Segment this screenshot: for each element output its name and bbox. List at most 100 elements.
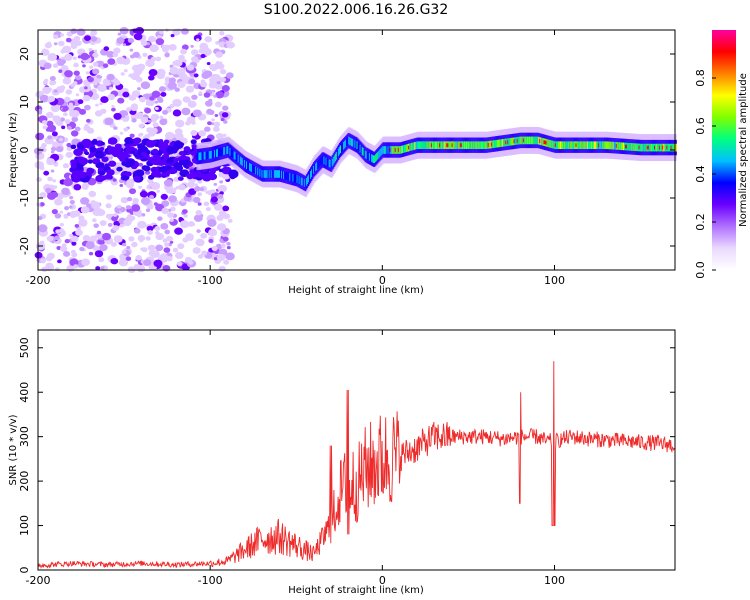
spectrogram-cell (92, 52, 99, 58)
spectrogram-cell (148, 250, 157, 257)
spectrogram-cell (146, 127, 154, 133)
spectrogram-cell (41, 48, 50, 56)
spectrogram-cell (203, 70, 213, 78)
spectrogram-cell (41, 120, 48, 125)
spectrogram-cell (74, 223, 80, 228)
spectrogram-cell (210, 196, 218, 203)
spectrogram-cell (88, 47, 93, 52)
spectrogram-cell (60, 49, 66, 54)
spectrogram-cell (174, 87, 180, 92)
spectrogram-cell (169, 66, 179, 75)
spectrogram-cell (166, 255, 173, 262)
spectrogram-cell (60, 117, 66, 122)
spectrogram-cell (36, 177, 43, 182)
spectrogram-cell (171, 189, 177, 194)
spectrogram-cell (97, 167, 103, 172)
x-tick-label: -200 (26, 274, 51, 287)
spectrogram-cell (173, 141, 184, 149)
spectrogram-cell (59, 222, 64, 227)
spectrogram-cell (62, 250, 71, 257)
spectrogram-cell (58, 40, 65, 47)
spectrogram-cell (166, 235, 173, 242)
spectrogram-cell (174, 59, 183, 67)
colorbar: 0.0 0.2 0.4 0.6 0.8 Normalized spectral ampl… (694, 30, 749, 279)
spectrogram-cell (190, 151, 197, 156)
spectrogram-cell (212, 126, 220, 132)
spectrogram-cell (156, 72, 165, 80)
spectrogram-cell (215, 91, 225, 99)
spectrogram-cell (175, 119, 185, 128)
spectrogram-cell (84, 123, 89, 128)
spectrogram-cell (94, 110, 103, 117)
spectrogram-cell (159, 115, 164, 119)
spectrogram-cell (112, 52, 119, 58)
spectrogram-cell (77, 156, 85, 163)
spectrogram-cell (126, 107, 132, 112)
spectrogram-cell (96, 136, 103, 142)
spectrogram-cell (131, 204, 141, 212)
spectrogram-cell (125, 171, 132, 177)
spectrogram-cell (124, 161, 133, 168)
spectrogram-cell (203, 201, 210, 207)
spectrogram-cell (85, 71, 90, 75)
spectrogram-cell (199, 187, 205, 192)
spectrogram-cell (106, 169, 115, 176)
spectrogram-cell (131, 90, 141, 98)
spectrogram-cell (70, 28, 78, 34)
spectrogram-cell (128, 73, 133, 78)
spectrogram-cell (47, 192, 57, 200)
spectrogram-cell (106, 73, 115, 81)
y-tick-label: 20 (18, 47, 31, 61)
spectrogram-cell (140, 151, 147, 157)
spectrogram-cell (78, 108, 87, 115)
spectrogram-cell (65, 151, 74, 158)
spectrogram-cell (116, 37, 125, 44)
spectrogram-cell (102, 232, 112, 241)
spectrogram-cell (39, 202, 45, 207)
spectrogram-cell (58, 137, 64, 142)
spectrogram-cell (221, 84, 230, 92)
spectrogram-cell (71, 116, 79, 123)
spectrogram-cell (128, 140, 134, 144)
spectrogram-cell (113, 235, 123, 243)
spectrogram-cell (53, 163, 58, 167)
spectrogram-cell (216, 253, 226, 262)
snr-frame (37, 329, 676, 571)
y-tick-label: 10 (18, 95, 31, 109)
spectrogram-cell (164, 52, 170, 57)
spectrogram-cell (213, 182, 218, 186)
x-tick-label: 100 (544, 574, 565, 587)
spectrogram-cell (96, 230, 101, 235)
spectrogram-cell (177, 243, 185, 250)
spectrogram-cell (183, 146, 191, 152)
spectrogram-cell (217, 184, 228, 193)
spectrogram-cell (118, 258, 129, 267)
spectrogram-cell (133, 175, 141, 182)
spectrogram-cell (170, 34, 175, 38)
spectrogram-cell (165, 158, 174, 165)
spectrogram-cell (123, 219, 132, 227)
spectrogram-cell (119, 27, 129, 35)
spectrogram-cell (119, 183, 124, 187)
spectrogram-cell (158, 166, 168, 173)
spectrogram-cell (190, 139, 197, 145)
spectrogram-cell (49, 75, 56, 82)
spectrogram-cell (220, 243, 226, 248)
spectrogram-cell (155, 244, 164, 252)
spectrogram-cell (147, 174, 155, 180)
spectrogram-cell (164, 242, 170, 247)
spectrogram-cell (59, 85, 66, 90)
spectrogram-cell (205, 190, 210, 195)
spectrogram-cell (130, 72, 140, 81)
spectrogram-cell (187, 99, 192, 102)
spectrogram-cell (166, 147, 174, 154)
spectrogram-cell (64, 70, 73, 78)
spectrogram-cell (219, 180, 224, 184)
spectrogram-cell (154, 226, 161, 231)
spectrogram-cell (145, 139, 156, 148)
spectrogram-cell (180, 48, 187, 55)
spectrogram-cell (70, 144, 77, 150)
spectrogram-cell (66, 125, 72, 130)
spectrogram-cell (201, 250, 208, 256)
